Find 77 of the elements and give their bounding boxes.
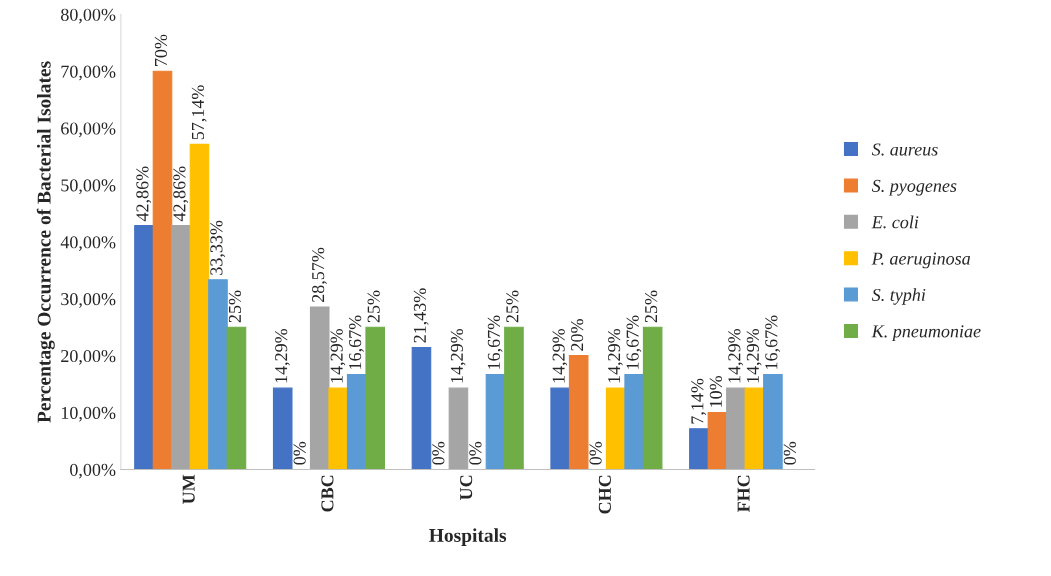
bar [208,279,228,470]
x-tick-label: UC [460,475,473,500]
bar [328,387,349,470]
bar [448,387,469,470]
legend-label: S. pyogenes [871,179,957,196]
bar [744,387,765,470]
data-label: 16,67% [349,315,364,369]
y-tick-label: 50,00% [61,179,116,195]
data-label: 42,86% [173,166,189,222]
x-tick-label: UM [182,474,195,504]
data-label: 16,67% [487,315,503,369]
data-label: 14,29% [552,328,568,383]
y-tick-label: 80,00% [61,8,116,24]
bar [504,326,524,470]
legend-label: S. typhi [871,288,926,305]
bar [189,143,210,470]
data-label: 14,29% [330,328,346,383]
y-tick-label: 10,00% [61,406,116,422]
y-axis-title: Percentage Occurrence of Bacterial Isolates [36,61,55,423]
bar [726,387,746,470]
y-tick-label: 0,00% [70,463,116,479]
data-label: 70% [154,34,168,66]
legend-label: S. aureus [871,143,938,156]
y-tick-label: 70,00% [61,65,116,81]
bar [272,387,293,470]
data-label: 25% [645,290,658,323]
y-tick-label: 60,00% [61,122,116,138]
x-tick-label: FHC [737,475,750,513]
data-label: 25% [228,290,242,323]
y-tick-label: 20,00% [61,349,116,365]
data-label: 0% [589,441,602,465]
data-label: 14,29% [728,328,744,383]
data-label: 25% [506,290,519,323]
bar [365,326,386,470]
data-label: 20% [571,319,584,351]
data-label: 16,67% [626,315,642,369]
y-tick-label: 30,00% [61,293,116,308]
data-label: 14,29% [275,328,290,383]
bar [485,374,506,470]
data-label: 0% [293,441,306,465]
data-label: 0% [783,441,796,465]
bar [605,387,626,470]
bar [550,387,570,470]
bar [309,306,330,470]
data-label: 0% [469,441,482,465]
legend-label: K. pneumoniae [871,325,981,342]
data-label: 0% [432,441,445,465]
bar [568,355,589,470]
y-tick-label: 40,00% [60,236,116,251]
bar [624,374,644,470]
bar [763,374,783,470]
data-label: 21,43% [413,288,429,343]
data-label: 14,29% [746,328,762,383]
data-label: 25% [367,290,380,323]
bar [226,326,247,470]
x-tick-label: CHC [598,475,611,514]
bar [152,70,173,470]
data-label: 57,14% [191,85,207,140]
bar [411,346,432,470]
bar [689,428,709,470]
legend-label: E. coli [871,215,919,229]
data-label: 33,33% [210,220,226,275]
bar [134,225,154,470]
data-label: 16,67% [765,315,781,369]
data-label: 14,29% [450,328,466,383]
bar [642,326,663,470]
bar [171,225,191,470]
bar [346,374,367,470]
data-label: 7,14% [691,378,707,424]
bar [707,412,728,470]
x-tick-label: CBC [321,475,334,512]
data-label: 10% [709,375,722,407]
legend-label: P. aeruginosa [871,252,971,269]
data-label: 28,57% [312,247,327,302]
x-axis-title: Hospitals [429,528,507,546]
data-label: 42,86% [136,166,152,222]
data-label: 14,29% [608,328,623,383]
